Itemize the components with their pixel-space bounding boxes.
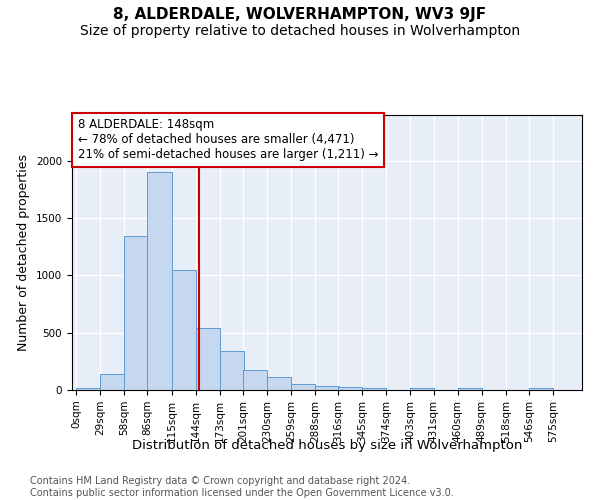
Text: Size of property relative to detached houses in Wolverhampton: Size of property relative to detached ho… — [80, 24, 520, 38]
Bar — [410, 388, 434, 390]
Text: Distribution of detached houses by size in Wolverhampton: Distribution of detached houses by size … — [132, 440, 522, 452]
Bar — [172, 270, 196, 390]
Bar — [148, 172, 172, 390]
Text: 8, ALDERDALE, WOLVERHAMPTON, WV3 9JF: 8, ALDERDALE, WOLVERHAMPTON, WV3 9JF — [113, 8, 487, 22]
Bar — [100, 374, 124, 390]
Text: Contains HM Land Registry data © Crown copyright and database right 2024.
Contai: Contains HM Land Registry data © Crown c… — [30, 476, 454, 498]
Bar — [124, 236, 148, 390]
Bar — [220, 351, 244, 390]
Bar — [267, 377, 291, 390]
Bar — [362, 388, 386, 390]
Bar — [243, 370, 267, 390]
Bar — [338, 386, 362, 390]
Y-axis label: Number of detached properties: Number of detached properties — [17, 154, 31, 351]
Bar — [315, 386, 339, 390]
Bar — [529, 388, 553, 390]
Bar — [291, 384, 315, 390]
Bar — [196, 328, 220, 390]
Bar — [458, 388, 482, 390]
Bar — [76, 388, 100, 390]
Text: 8 ALDERDALE: 148sqm
← 78% of detached houses are smaller (4,471)
21% of semi-det: 8 ALDERDALE: 148sqm ← 78% of detached ho… — [78, 118, 379, 162]
